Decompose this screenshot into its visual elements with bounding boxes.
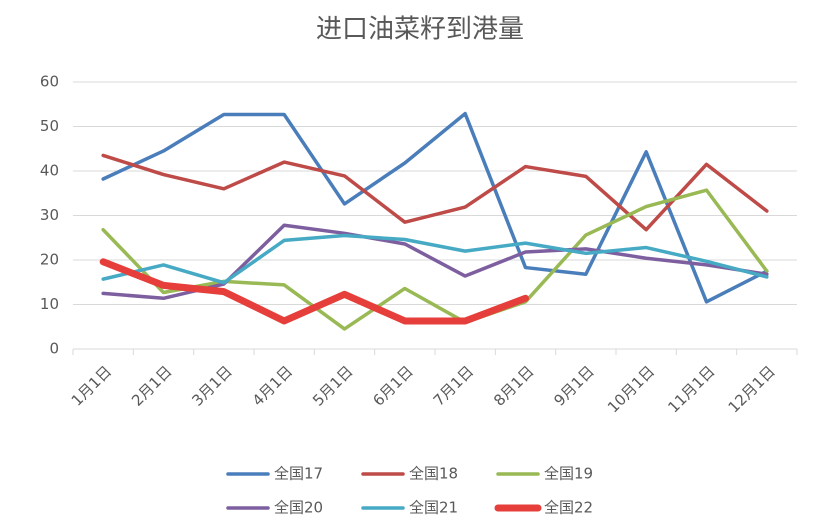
series-line	[101, 223, 769, 301]
y-tick-label: 50	[40, 117, 59, 135]
x-tick-label: 11月1日	[664, 362, 718, 416]
x-tick-label: 1月1日	[68, 362, 115, 409]
legend-label: 全国22	[544, 499, 593, 517]
legend-label: 全国18	[409, 465, 458, 483]
x-tick-label: 4月1日	[249, 362, 296, 409]
x-tick-label: 2月1日	[128, 362, 175, 409]
y-tick-label: 0	[49, 340, 59, 358]
chart-title: 进口油菜籽到港量	[316, 15, 524, 45]
x-tick-label: 7月1日	[430, 362, 477, 409]
legend-label: 全国20	[274, 499, 323, 517]
x-tick-label: 12月1日	[725, 362, 779, 416]
legend-label: 全国21	[409, 499, 458, 517]
series-line	[101, 188, 769, 331]
series-line	[101, 233, 769, 285]
series-line	[101, 111, 769, 304]
legend-label: 全国17	[274, 465, 323, 483]
y-tick-label: 10	[40, 295, 59, 313]
y-tick-label: 30	[40, 206, 59, 224]
x-tick-label: 3月1日	[188, 362, 235, 409]
x-tick-label: 8月1日	[490, 362, 537, 409]
series-line	[101, 153, 769, 232]
x-tick-label: 5月1日	[309, 362, 356, 409]
y-tick-label: 60	[40, 73, 59, 91]
y-tick-label: 40	[40, 162, 59, 180]
x-tick-label: 6月1日	[369, 362, 416, 409]
x-tick-label: 10月1日	[604, 362, 658, 416]
x-tick-label: 9月1日	[550, 362, 597, 409]
series-line	[99, 258, 529, 325]
y-tick-label: 20	[40, 251, 59, 269]
legend-label: 全国19	[544, 465, 593, 483]
